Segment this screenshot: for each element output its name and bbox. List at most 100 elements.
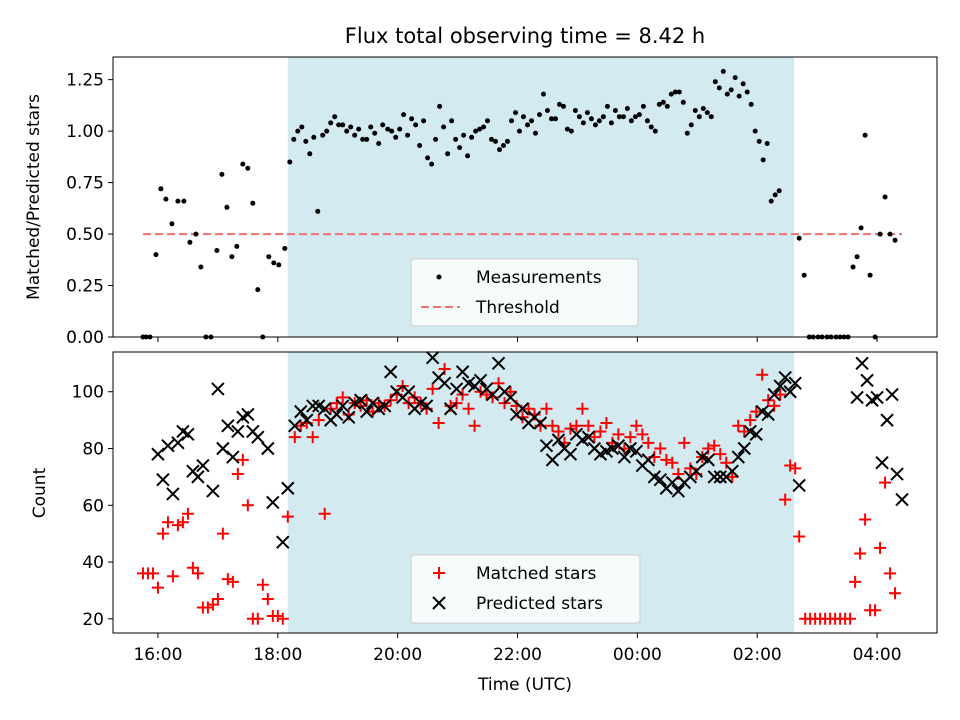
measurement-point [744, 89, 750, 95]
predicted-star-point [437, 376, 452, 390]
top-y-ticks: 0.00 0.25 0.50 0.75 1.00 1.25 [66, 71, 113, 348]
measurement-point [372, 130, 378, 136]
x-tick-label: 20:00 [373, 645, 422, 665]
predicted-star-point [895, 492, 909, 507]
measurement-point [493, 138, 498, 144]
matched-star-point [552, 425, 565, 438]
top-y-axis-label: Matched/Predicted stars [24, 94, 44, 300]
measurement-point [352, 132, 358, 138]
legend-measurements-marker [436, 274, 442, 280]
matched-star-point [281, 510, 294, 523]
measurement-point [632, 114, 638, 120]
matched-star-point [156, 527, 169, 540]
measurement-point [704, 110, 710, 116]
measurement-point [541, 91, 546, 97]
matched-star-point [462, 402, 475, 415]
predicted-star-point [731, 450, 745, 464]
bottom-y-tick-label: 40 [82, 553, 104, 573]
measurement-point [282, 246, 288, 251]
matched-star-point [492, 377, 505, 390]
measurement-point [537, 112, 542, 118]
measurement-point [796, 235, 802, 241]
predicted-star-point [880, 413, 894, 427]
matched-star-point [426, 382, 439, 395]
bottom-axes-frame [112, 351, 938, 634]
matched-star-point [216, 527, 229, 540]
measurement-point [600, 114, 606, 120]
measurement-point [437, 103, 443, 109]
measurement-point [250, 200, 256, 206]
predicted-star-point [773, 379, 787, 393]
matched-star-point [789, 462, 802, 475]
measurement-point [457, 145, 463, 151]
matched-star-point [732, 419, 745, 432]
top-legend: Measurements Threshold [410, 258, 639, 327]
measurement-point [360, 136, 366, 142]
measurement-point [336, 122, 342, 128]
measurement-point [401, 112, 407, 118]
measurement-point [332, 114, 338, 120]
matched-star-point [288, 431, 301, 444]
matched-star-point [756, 368, 769, 381]
predicted-star-point [156, 473, 170, 487]
measurement-point [660, 99, 666, 105]
measurement-point [441, 124, 447, 130]
predicted-star-point [419, 399, 434, 413]
predicted-star-point [276, 535, 290, 549]
predicted-star-point [171, 436, 185, 450]
measurement-point [485, 118, 490, 124]
predicted-star-point [870, 390, 884, 405]
measurement-point [877, 231, 883, 237]
predicted-star-point [216, 441, 230, 456]
matched-star-point [750, 405, 763, 418]
matched-star-point [191, 567, 204, 580]
predicted-star-point [551, 433, 566, 447]
predicted-star-point [425, 350, 440, 365]
matched-star-point [588, 431, 601, 444]
matched-star-point [612, 428, 625, 441]
predicted-star-point [211, 382, 225, 396]
matched-star-point [869, 604, 882, 617]
top-legend-box [410, 258, 639, 327]
predicted-star-point [860, 373, 874, 388]
matched-star-point [176, 516, 189, 529]
x-tick-label: 16:00 [133, 645, 182, 665]
predicted-star-point [671, 484, 686, 498]
measurement-point [736, 93, 742, 99]
measurement-point [364, 136, 370, 142]
measurement-point [405, 132, 411, 138]
measurement-point [636, 112, 642, 118]
predicted-star-point [401, 385, 416, 399]
matched-star-point [166, 570, 179, 583]
measurement-point [473, 128, 479, 134]
predicted-star-point [231, 424, 245, 439]
matched-star-point [146, 567, 159, 580]
predicted-star-point [491, 356, 506, 371]
measurement-point [356, 126, 362, 132]
measurement-point [801, 272, 807, 278]
measurement-point [854, 254, 860, 260]
predicted-star-point [850, 390, 864, 405]
predicted-star-point [653, 473, 668, 487]
measurement-point [708, 114, 714, 120]
predicted-star-point [749, 427, 763, 442]
measurement-point [461, 132, 467, 138]
matched-star-point [540, 402, 553, 415]
measurement-point [344, 128, 350, 134]
measurement-point [892, 237, 898, 243]
legend-predicted-label: Predicted stars [476, 594, 603, 614]
x-tick-label: 00:00 [613, 645, 662, 665]
bottom-y-tick-label: 60 [82, 496, 104, 516]
predicted-star-point [641, 453, 656, 467]
matched-star-point [161, 516, 174, 529]
measurement-point [311, 134, 317, 140]
matched-star-point [702, 442, 715, 455]
measurement-point [380, 122, 386, 128]
predicted-star-point [377, 399, 392, 413]
measurement-point [153, 252, 159, 258]
measurement-point [175, 198, 181, 204]
matched-star-point [793, 530, 806, 543]
matched-star-point [854, 547, 867, 560]
measurement-point [592, 122, 598, 128]
